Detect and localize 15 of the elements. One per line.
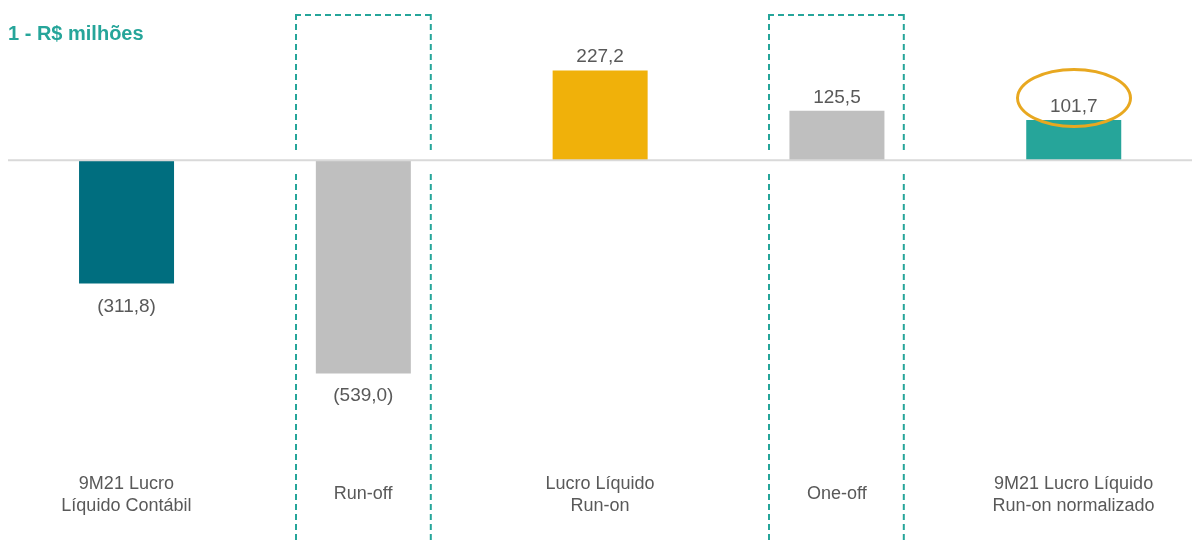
bar — [789, 110, 885, 161]
bar — [79, 160, 175, 284]
bar — [315, 160, 411, 374]
bar — [552, 70, 648, 161]
chart-title: 1 - R$ milhões — [8, 22, 144, 45]
x-tick-label: One-off — [806, 483, 868, 503]
data-label: (539,0) — [333, 384, 394, 406]
data-label: 125,5 — [813, 85, 861, 107]
data-label: (311,8) — [97, 294, 156, 316]
x-tick-label: 9M21 Lucro Líquido Contábil — [61, 473, 192, 515]
x-tick-label: Run-off — [333, 483, 394, 503]
x-tick-label: Lucro Líquido Run-on — [545, 473, 655, 515]
data-label: 227,2 — [576, 45, 624, 67]
x-tick-label: 9M21 Lucro Líquido Run-on normalizado — [992, 473, 1155, 515]
data-label: 101,7 — [1049, 95, 1098, 117]
